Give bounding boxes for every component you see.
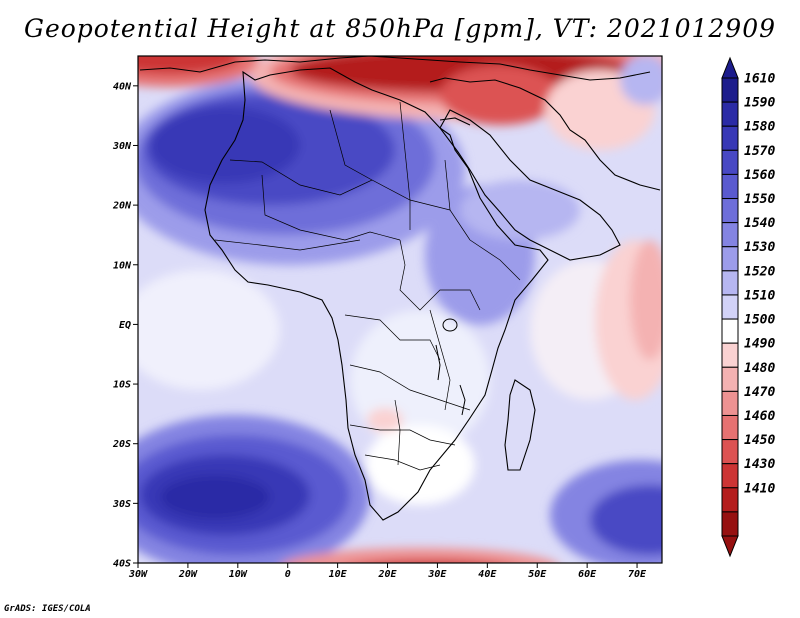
- lat-tick-label: 40N: [113, 81, 132, 92]
- lon-tick-label: 70E: [628, 569, 647, 580]
- lat-tick-label: 10S: [113, 380, 131, 391]
- colorbar-swatch: [721, 270, 739, 296]
- lat-tick-label: 10N: [113, 260, 132, 271]
- height-field: [138, 56, 662, 563]
- colorbar-label: 1560: [744, 168, 775, 183]
- map-title: Geopotential Height at 850hPa [gpm], VT:…: [23, 14, 777, 43]
- colorbar-label: 1450: [744, 433, 775, 448]
- lat-tick-label: 40S: [113, 559, 131, 570]
- colorbar: 1610 1590 1580 1570 1560 1550 1540 1530 1520 1510…: [721, 56, 775, 558]
- colorbar-label: 1590: [744, 96, 775, 111]
- colorbar-label: 1430: [744, 457, 775, 472]
- colorbar-swatch: [721, 125, 739, 151]
- lon-tick-label: 10E: [329, 569, 348, 580]
- lon-tick-label: 30W: [128, 569, 148, 580]
- colorbar-swatch: [721, 198, 739, 224]
- lat-tick-label: 30S: [112, 499, 131, 510]
- colorbar-label: 1520: [744, 264, 775, 279]
- lat-tick-label: 30N: [112, 141, 132, 152]
- colorbar-label: 1470: [744, 385, 775, 400]
- lon-tick-label: 50E: [528, 569, 547, 580]
- colorbar-swatch: [721, 439, 739, 465]
- colorbar-label: 1540: [744, 216, 775, 231]
- plot-frame: [137, 55, 663, 564]
- lon-tick-label: 60E: [578, 569, 597, 580]
- colorbar-swatch: [721, 173, 739, 200]
- colorbar-label: 1580: [744, 120, 775, 135]
- colorbar-swatch: [721, 414, 739, 441]
- country-borders: [214, 101, 521, 471]
- colorbar-label: 1410: [744, 481, 775, 496]
- lon-tick-label: 10W: [229, 569, 248, 580]
- colorbar-swatch: [721, 77, 739, 103]
- colorbar-label: 1510: [744, 288, 775, 303]
- lat-tick-label: EQ: [119, 320, 131, 331]
- colorbar-swatch: [721, 101, 739, 127]
- colorbar-swatch: [721, 390, 739, 416]
- colorbar-swatch: [721, 222, 739, 248]
- colorbar-swatch: [721, 511, 739, 537]
- colorbar-top-arrow: [721, 56, 739, 79]
- lon-tick-label: 0: [285, 569, 291, 580]
- lon-tick-label: 40E: [478, 569, 497, 580]
- colorbar-swatch: [721, 463, 739, 489]
- colorbar-swatch: [721, 246, 739, 272]
- colorbar-label: 1570: [744, 144, 775, 159]
- colorbar-label: 1550: [744, 192, 775, 207]
- colorbar-label: 1480: [744, 361, 775, 376]
- colorbar-swatch: [721, 487, 739, 513]
- colorbar-swatch: [721, 318, 739, 344]
- lat-tick-label: 20S: [112, 439, 131, 450]
- colorbar-label: 1460: [744, 409, 775, 424]
- colorbar-swatch: [721, 149, 739, 175]
- colorbar-swatch: [721, 366, 739, 392]
- colorbar-swatch: [721, 294, 739, 320]
- coastlines: [139, 56, 661, 521]
- colorbar-label: 1610: [744, 72, 775, 87]
- colorbar-bottom-arrow: [721, 535, 739, 558]
- lakes: [435, 318, 466, 416]
- colorbar-swatch: [721, 342, 739, 368]
- lon-tick-label: 20W: [178, 569, 198, 580]
- longitude-axis: 30W 20W 10W 0 10E 20E 30E 40E 50E 60E 70E: [128, 563, 647, 580]
- colorbar-label: 1490: [744, 337, 775, 352]
- grads-credit: GrADS: IGES/COLA: [4, 604, 91, 614]
- lat-tick-label: 20N: [112, 201, 132, 212]
- lon-tick-label: 30E: [427, 569, 447, 580]
- lon-tick-label: 20E: [377, 569, 397, 580]
- colorbar-label: 1530: [744, 240, 775, 255]
- colorbar-label: 1500: [744, 313, 775, 328]
- latitude-axis: 40N 30N 20N 10N EQ 10S 20S 30S 40S: [112, 81, 138, 570]
